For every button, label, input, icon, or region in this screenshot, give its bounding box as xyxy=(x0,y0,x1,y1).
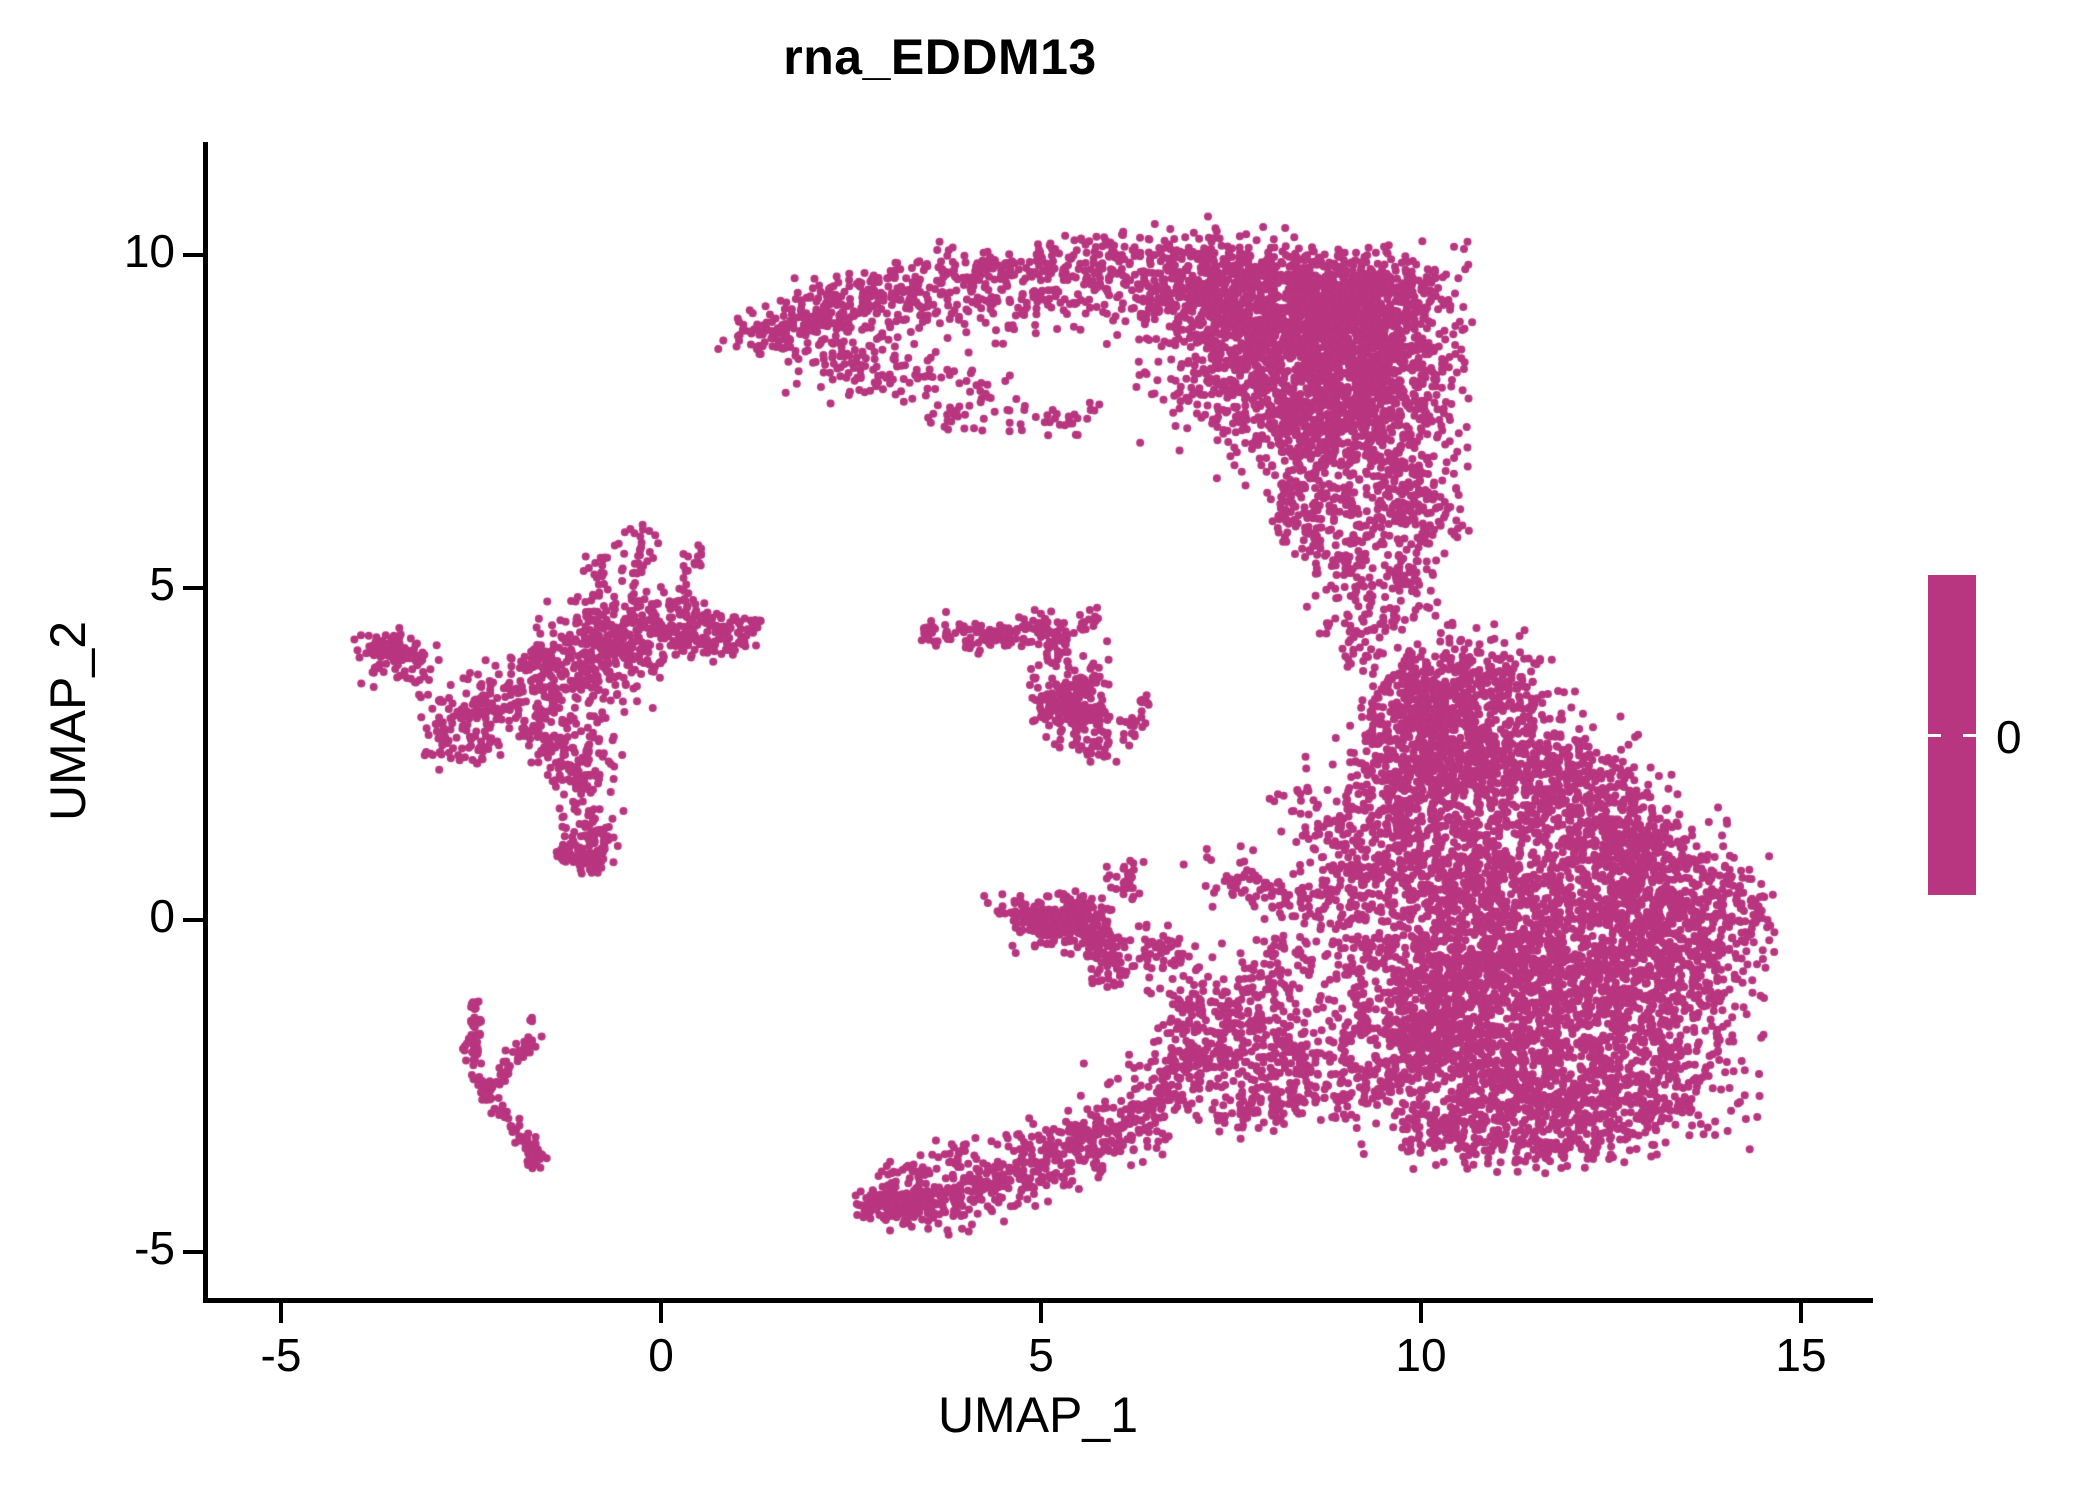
y-axis-label: UMAP_2 xyxy=(40,620,96,822)
x-axis-label: UMAP_1 xyxy=(937,1387,1139,1443)
x-tick-label: 15 xyxy=(1775,1329,1827,1381)
y-tick-mark xyxy=(183,918,203,922)
x-tick-mark xyxy=(1419,1303,1423,1323)
x-tick-mark xyxy=(1039,1303,1043,1323)
y-tick-mark xyxy=(183,586,203,590)
y-tick-label: 0 xyxy=(149,890,175,942)
x-tick-label: -5 xyxy=(260,1329,302,1381)
y-tick-label: 10 xyxy=(123,225,175,277)
y-tick-label: 5 xyxy=(149,558,175,610)
y-tick-label: -5 xyxy=(134,1222,175,1274)
x-tick-mark xyxy=(659,1303,663,1323)
x-axis-line xyxy=(203,1298,1873,1303)
colorbar-legend[interactable] xyxy=(1928,575,1976,895)
x-tick-label: 10 xyxy=(1395,1329,1447,1381)
y-tick-mark xyxy=(183,253,203,257)
x-tick-mark xyxy=(279,1303,283,1323)
scatter-points-canvas xyxy=(208,142,1872,1298)
x-tick-mark xyxy=(1799,1303,1803,1323)
y-tick-mark xyxy=(183,1250,203,1254)
x-tick-label: 5 xyxy=(1028,1329,1054,1381)
colorbar-tick-right xyxy=(1963,734,1976,737)
page-title: rna_EDDM13 xyxy=(783,29,1097,85)
scatter-plot-area[interactable] xyxy=(208,142,1872,1298)
colorbar-tick-left xyxy=(1928,734,1941,737)
y-axis-line xyxy=(203,142,208,1302)
x-tick-label: 0 xyxy=(648,1329,674,1381)
colorbar-tick-label: 0 xyxy=(1996,711,2022,763)
